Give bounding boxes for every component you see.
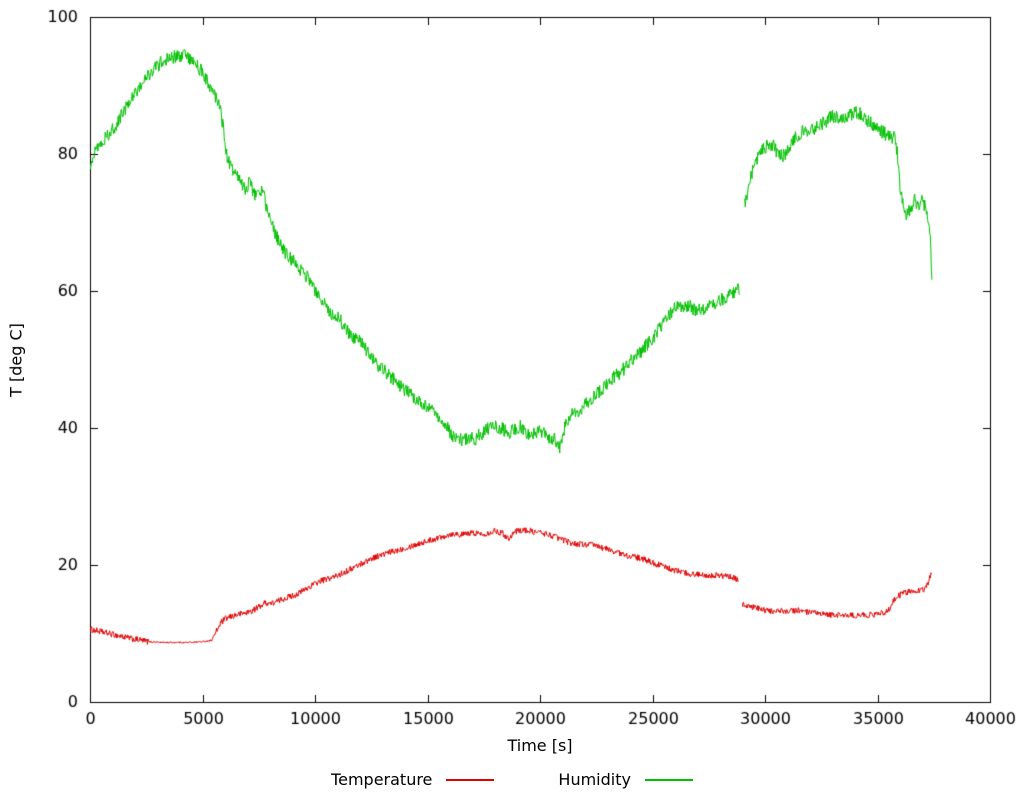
- x-axis-label: Time [s]: [507, 736, 573, 755]
- legend-label-humidity: Humidity: [558, 770, 631, 789]
- chart-legend: Temperature Humidity: [0, 770, 1024, 789]
- humidity-line-sample-icon: [644, 778, 693, 781]
- legend-item-temperature: Temperature: [331, 770, 495, 789]
- temperature-line-sample-icon: [446, 778, 495, 781]
- legend-label-temperature: Temperature: [331, 770, 433, 789]
- legend-item-humidity: Humidity: [558, 770, 693, 789]
- y-axis-label: T [deg C]: [6, 323, 26, 397]
